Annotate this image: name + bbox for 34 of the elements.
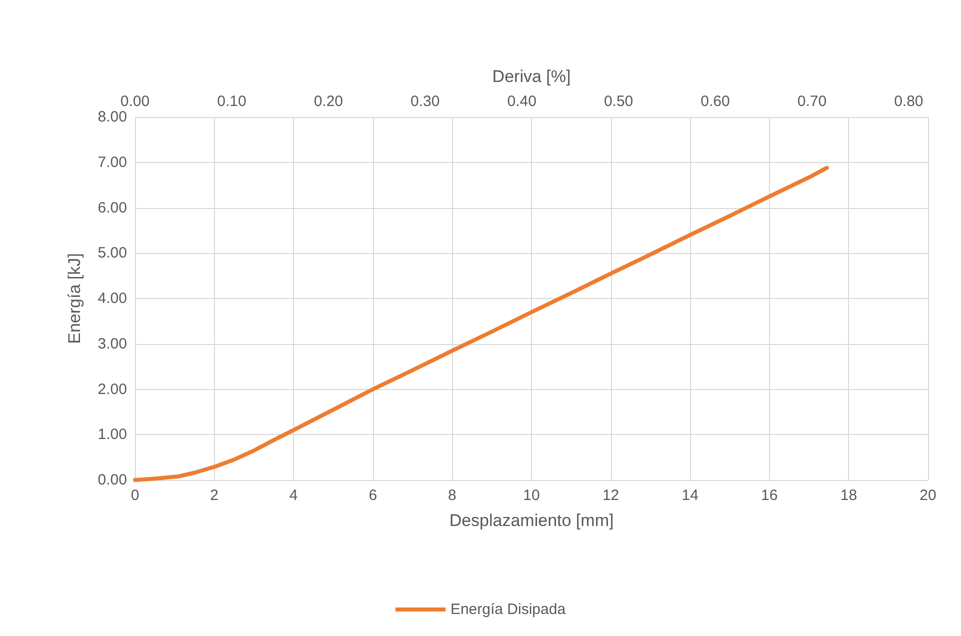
x-tick-label: 2: [210, 487, 218, 504]
x-tick-label: 0: [130, 487, 140, 504]
y-tick-label: 2.00: [98, 380, 127, 398]
y-tick-label: 3.00: [98, 335, 127, 352]
legend-label: Energía Disipada: [450, 601, 566, 618]
x2-tick-label: 0.30: [410, 93, 440, 110]
x-tick-label: 16: [761, 487, 778, 504]
x2-tick-label: 0.40: [507, 93, 536, 110]
y-axis-title: Energía [kJ]: [65, 253, 84, 344]
x-tick-label: 8: [448, 487, 456, 504]
x-tick-label: 6: [368, 487, 378, 504]
x2-tick-label: 0.20: [314, 93, 344, 110]
x2-tick-label: 0.00: [120, 93, 150, 110]
x2-tick-label: 0.50: [604, 93, 634, 110]
x-tick-label: 10: [523, 487, 540, 504]
x-tick-label: 20: [920, 487, 936, 504]
x-tick-label: 14: [682, 487, 698, 504]
x2-tick-label: 0.80: [894, 93, 924, 110]
x2-axis-title: Deriva [%]: [492, 67, 571, 86]
y-tick-label: 1.00: [98, 426, 127, 444]
x2-tick-label: 0.10: [217, 93, 246, 110]
line-series: [133, 166, 829, 482]
x2-tick-label: 0.70: [797, 93, 827, 110]
x-axis-title: Desplazamiento [mm]: [449, 511, 614, 530]
y-tick-label: 8.00: [98, 108, 127, 126]
x-tick-label: 18: [840, 487, 858, 504]
y-tick-label: 5.00: [98, 244, 127, 262]
x-tick-label: 12: [602, 487, 620, 504]
x2-tick-label: 0.60: [700, 93, 730, 110]
y-tick-label: 6.00: [98, 199, 127, 216]
y-tick-label: 0.00: [98, 472, 127, 488]
x-tick-label: 4: [289, 487, 298, 504]
y-tick-label: 4.00: [98, 290, 127, 307]
y-tick-label: 7.00: [98, 154, 127, 171]
